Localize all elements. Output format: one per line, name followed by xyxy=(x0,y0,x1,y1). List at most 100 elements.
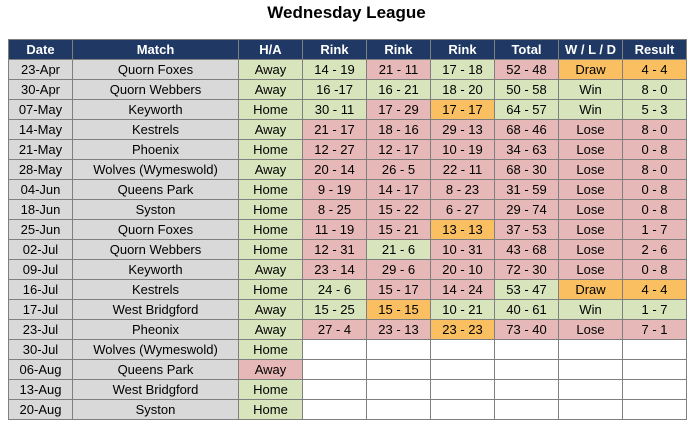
rink-3-cell[interactable] xyxy=(430,359,495,380)
total-cell[interactable] xyxy=(494,379,559,400)
match-cell[interactable]: Keyworth xyxy=(72,259,239,280)
wld-cell[interactable]: Lose xyxy=(558,139,623,160)
wld-cell[interactable]: Lose xyxy=(558,199,623,220)
rink-3-cell[interactable]: 22 - 11 xyxy=(430,159,495,180)
ha-cell[interactable]: Away xyxy=(238,299,303,320)
rink-1-cell[interactable] xyxy=(302,399,367,420)
match-cell[interactable]: Quorn Foxes xyxy=(72,59,239,80)
date-cell[interactable]: 18-Jun xyxy=(8,199,73,220)
match-cell[interactable]: Kestrels xyxy=(72,119,239,140)
ha-cell[interactable]: Away xyxy=(238,319,303,340)
rink-1-cell[interactable]: 11 - 19 xyxy=(302,219,367,240)
rink-3-cell[interactable]: 17 - 17 xyxy=(430,99,495,120)
rink-2-cell[interactable]: 15 - 15 xyxy=(366,299,431,320)
total-cell[interactable]: 34 - 63 xyxy=(494,139,559,160)
date-cell[interactable]: 17-Jul xyxy=(8,299,73,320)
match-cell[interactable]: Keyworth xyxy=(72,99,239,120)
rink-2-cell[interactable] xyxy=(366,399,431,420)
total-cell[interactable]: 73 - 40 xyxy=(494,319,559,340)
wld-cell[interactable]: Lose xyxy=(558,319,623,340)
match-cell[interactable]: Phoenix xyxy=(72,139,239,160)
result-cell[interactable] xyxy=(622,399,687,420)
rink-2-cell[interactable]: 15 - 22 xyxy=(366,199,431,220)
result-cell[interactable]: 4 - 4 xyxy=(622,59,687,80)
ha-cell[interactable]: Home xyxy=(238,139,303,160)
rink-1-cell[interactable]: 27 - 4 xyxy=(302,319,367,340)
match-cell[interactable]: Kestrels xyxy=(72,279,239,300)
ha-cell[interactable]: Away xyxy=(238,59,303,80)
ha-cell[interactable]: Home xyxy=(238,239,303,260)
rink-2-cell[interactable]: 26 - 5 xyxy=(366,159,431,180)
total-cell[interactable]: 43 - 68 xyxy=(494,239,559,260)
rink-1-cell[interactable]: 12 - 27 xyxy=(302,139,367,160)
total-cell[interactable]: 64 - 57 xyxy=(494,99,559,120)
match-cell[interactable]: Pheonix xyxy=(72,319,239,340)
rink-1-cell[interactable]: 30 - 11 xyxy=(302,99,367,120)
match-cell[interactable]: Wolves (Wymeswold) xyxy=(72,159,239,180)
wld-cell[interactable]: Lose xyxy=(558,219,623,240)
result-cell[interactable]: 2 - 6 xyxy=(622,239,687,260)
rink-1-cell[interactable]: 15 - 25 xyxy=(302,299,367,320)
wld-cell[interactable]: Lose xyxy=(558,259,623,280)
rink-2-cell[interactable]: 23 - 13 xyxy=(366,319,431,340)
rink-3-cell[interactable]: 6 - 27 xyxy=(430,199,495,220)
date-cell[interactable]: 23-Jul xyxy=(8,319,73,340)
rink-1-cell[interactable]: 9 - 19 xyxy=(302,179,367,200)
rink-1-cell[interactable]: 16 -17 xyxy=(302,79,367,100)
rink-1-cell[interactable]: 21 - 17 xyxy=(302,119,367,140)
ha-cell[interactable]: Away xyxy=(238,79,303,100)
rink-3-cell[interactable]: 18 - 20 xyxy=(430,79,495,100)
match-cell[interactable]: Quorn Foxes xyxy=(72,219,239,240)
wld-cell[interactable] xyxy=(558,359,623,380)
rink-2-cell[interactable] xyxy=(366,339,431,360)
rink-2-cell[interactable]: 15 - 21 xyxy=(366,219,431,240)
ha-cell[interactable]: Home xyxy=(238,399,303,420)
ha-cell[interactable]: Home xyxy=(238,219,303,240)
date-cell[interactable]: 07-May xyxy=(8,99,73,120)
total-cell[interactable]: 50 - 58 xyxy=(494,79,559,100)
ha-cell[interactable]: Home xyxy=(238,179,303,200)
result-cell[interactable]: 8 - 0 xyxy=(622,119,687,140)
header-rink-1[interactable]: Rink xyxy=(302,39,367,60)
date-cell[interactable]: 14-May xyxy=(8,119,73,140)
rink-1-cell[interactable] xyxy=(302,359,367,380)
rink-2-cell[interactable]: 12 - 17 xyxy=(366,139,431,160)
match-cell[interactable]: Quorn Webbers xyxy=(72,79,239,100)
date-cell[interactable]: 25-Jun xyxy=(8,219,73,240)
rink-3-cell[interactable] xyxy=(430,339,495,360)
total-cell[interactable] xyxy=(494,399,559,420)
wld-cell[interactable]: Win xyxy=(558,299,623,320)
rink-3-cell[interactable]: 23 - 23 xyxy=(430,319,495,340)
ha-cell[interactable]: Home xyxy=(238,99,303,120)
ha-cell[interactable]: Home xyxy=(238,339,303,360)
rink-1-cell[interactable]: 23 - 14 xyxy=(302,259,367,280)
ha-cell[interactable]: Away xyxy=(238,359,303,380)
total-cell[interactable] xyxy=(494,339,559,360)
total-cell[interactable] xyxy=(494,359,559,380)
match-cell[interactable]: Quorn Webbers xyxy=(72,239,239,260)
rink-3-cell[interactable]: 10 - 21 xyxy=(430,299,495,320)
rink-3-cell[interactable]: 10 - 31 xyxy=(430,239,495,260)
result-cell[interactable]: 0 - 8 xyxy=(622,139,687,160)
rink-2-cell[interactable]: 18 - 16 xyxy=(366,119,431,140)
rink-3-cell[interactable]: 20 - 10 xyxy=(430,259,495,280)
rink-2-cell[interactable]: 21 - 6 xyxy=(366,239,431,260)
wld-cell[interactable] xyxy=(558,339,623,360)
total-cell[interactable]: 53 - 47 xyxy=(494,279,559,300)
total-cell[interactable]: 52 - 48 xyxy=(494,59,559,80)
match-cell[interactable]: Queens Park xyxy=(72,179,239,200)
ha-cell[interactable]: Home xyxy=(238,279,303,300)
wld-cell[interactable]: Lose xyxy=(558,119,623,140)
wld-cell[interactable] xyxy=(558,379,623,400)
rink-2-cell[interactable]: 14 - 17 xyxy=(366,179,431,200)
result-cell[interactable]: 4 - 4 xyxy=(622,279,687,300)
date-cell[interactable]: 20-Aug xyxy=(8,399,73,420)
date-cell[interactable]: 28-May xyxy=(8,159,73,180)
rink-1-cell[interactable]: 8 - 25 xyxy=(302,199,367,220)
header-result[interactable]: Result xyxy=(622,39,687,60)
rink-2-cell[interactable]: 15 - 17 xyxy=(366,279,431,300)
date-cell[interactable]: 30-Apr xyxy=(8,79,73,100)
ha-cell[interactable]: Home xyxy=(238,199,303,220)
rink-2-cell[interactable]: 17 - 29 xyxy=(366,99,431,120)
total-cell[interactable]: 68 - 46 xyxy=(494,119,559,140)
